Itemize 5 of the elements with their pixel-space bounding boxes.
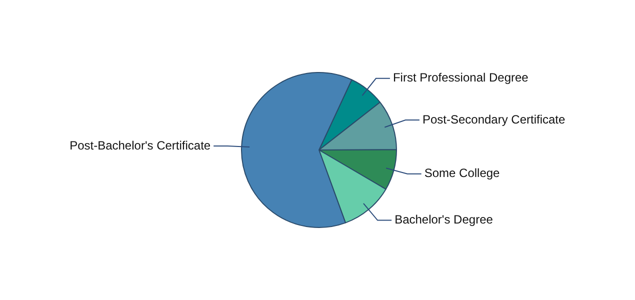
- slice-label: Post-Bachelor's Certificate: [70, 138, 211, 152]
- slice-label: Bachelor's Degree: [394, 212, 494, 227]
- slice-label: First Professional Degree: [392, 70, 529, 85]
- slice-label: Some College: [424, 166, 500, 180]
- slice-label: Post-Secondary Certificate: [422, 112, 566, 126]
